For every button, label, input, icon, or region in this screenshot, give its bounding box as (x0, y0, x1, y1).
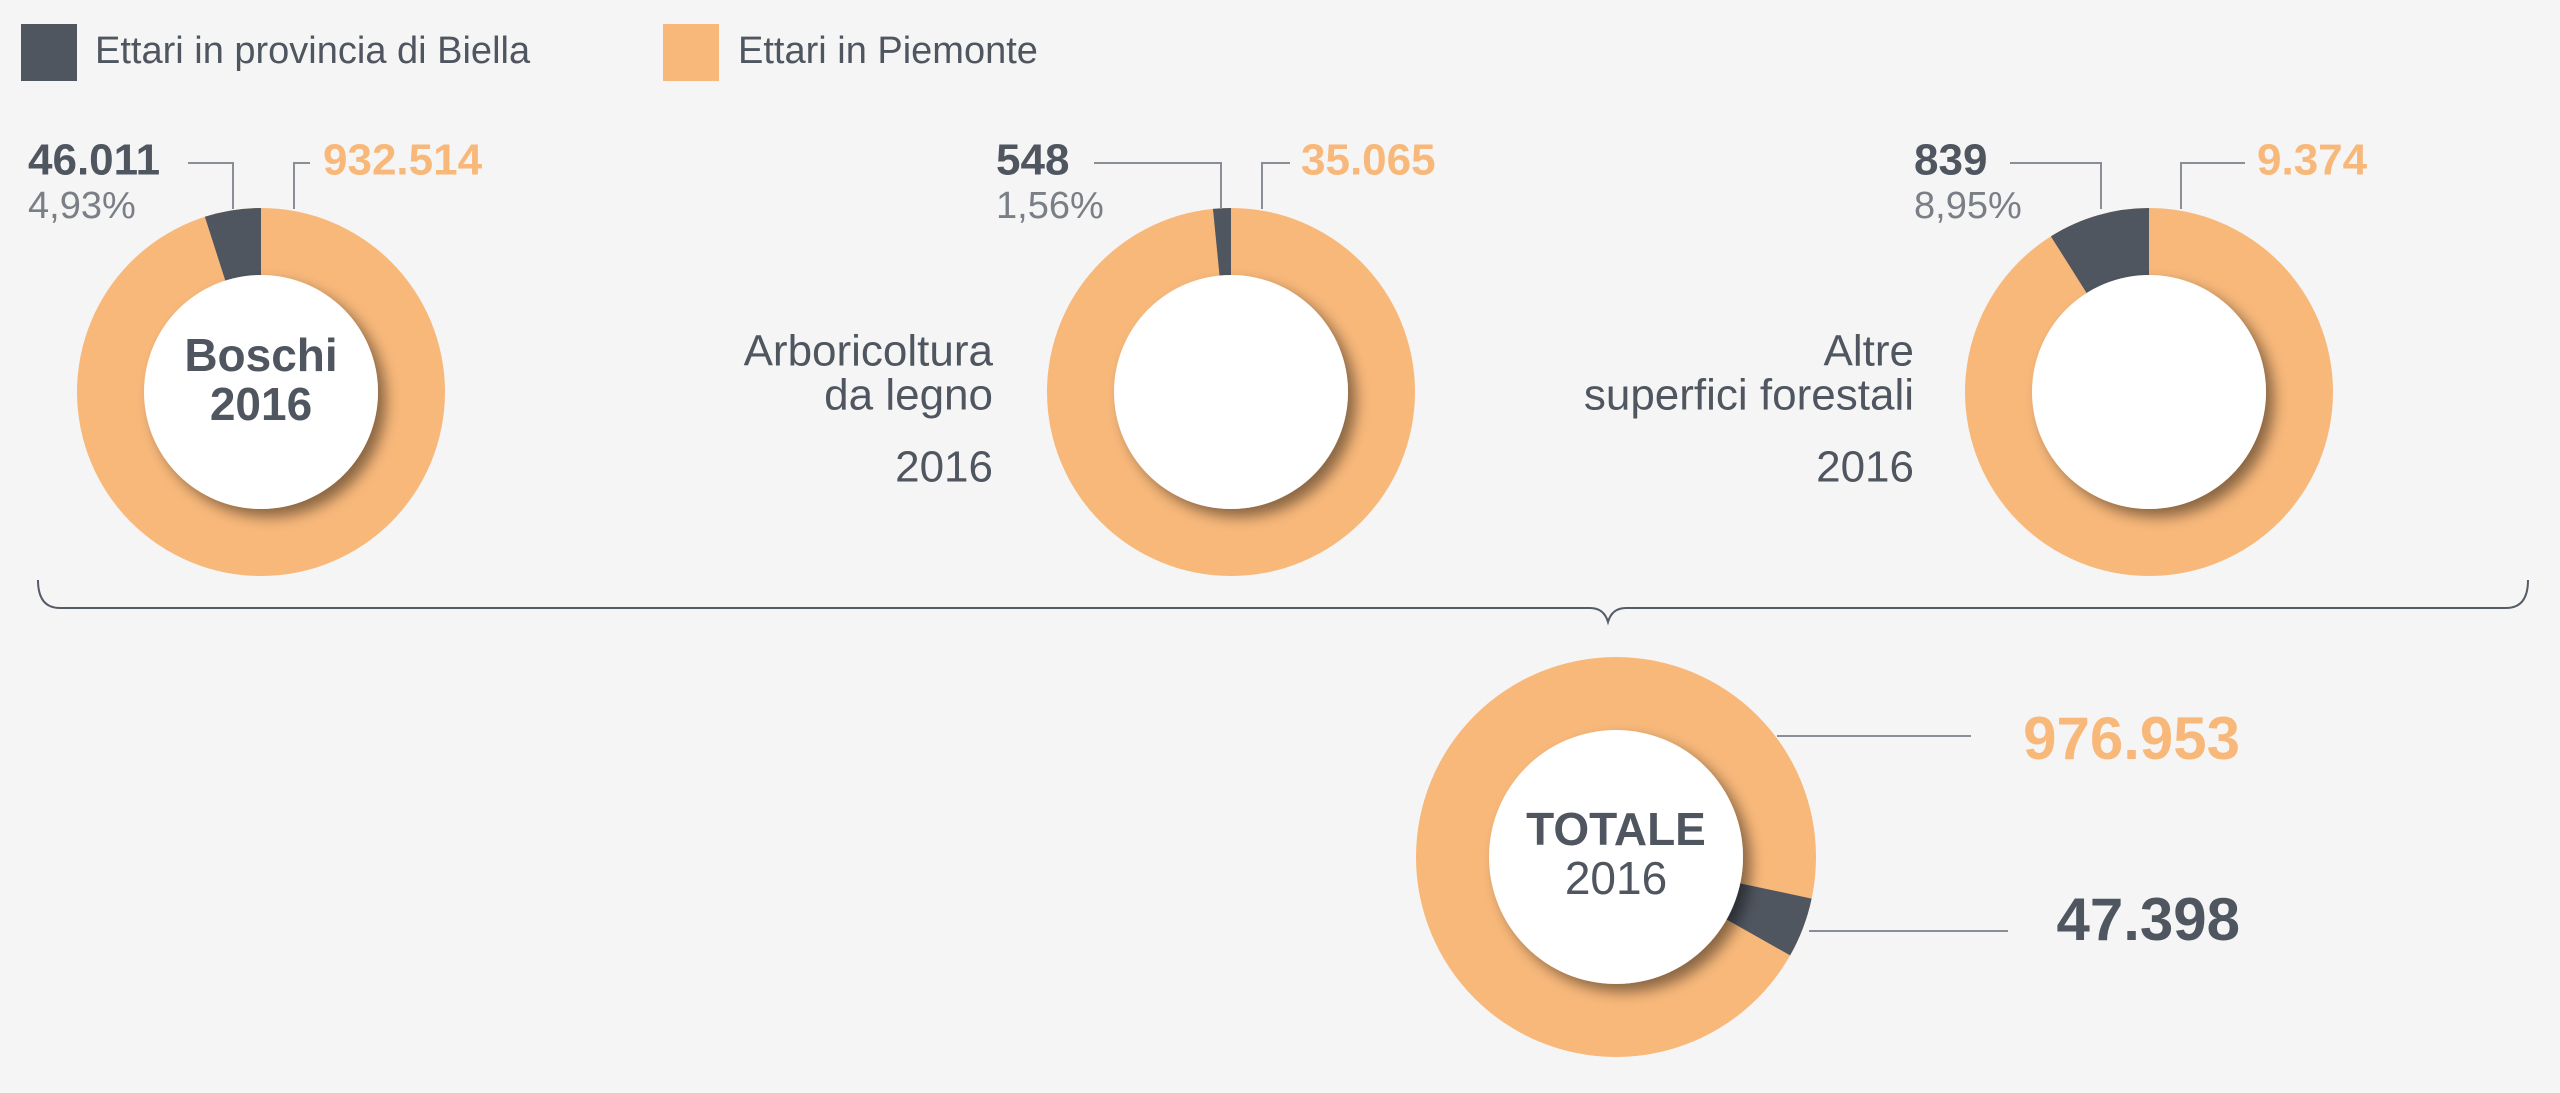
chart-year: 2016 (210, 378, 312, 430)
value-label: 9.374 (2257, 136, 2368, 185)
donut-hole (1489, 730, 1743, 984)
percent-label: 8,95% (1914, 185, 2022, 227)
value-label: 47.398 (2056, 886, 2240, 953)
leader-line (188, 162, 234, 209)
value-label: 932.514 (323, 136, 483, 185)
value-label: 46.011 (28, 136, 160, 185)
chart-year: 2016 (1816, 443, 1914, 492)
value-label: 548 (996, 136, 1069, 185)
chart-title: da legno (824, 371, 993, 420)
value-label: 839 (1914, 136, 1987, 185)
legend-label: Ettari in provincia di Biella (95, 30, 531, 72)
leader-line (1094, 162, 1222, 209)
leader-line (2180, 162, 2245, 209)
legend-label: Ettari in Piemonte (738, 30, 1038, 72)
percent-label: 4,93% (28, 185, 136, 227)
value-label: 976.953 (2023, 705, 2240, 772)
leader-line (2010, 162, 2102, 209)
leader-line (293, 162, 310, 209)
legend-swatch (663, 24, 719, 81)
legend-swatch (21, 24, 77, 81)
chart-title: Altre (1824, 327, 1914, 376)
chart-year: 2016 (895, 443, 993, 492)
chart-title: Arboricoltura (744, 327, 994, 376)
donut-hole (2032, 275, 2266, 509)
chart-title: TOTALE (1526, 803, 1706, 855)
value-label: 35.065 (1301, 136, 1436, 185)
donut-hole (144, 275, 378, 509)
leader-line (1261, 162, 1290, 209)
donut-hole (1114, 275, 1348, 509)
chart-year: 2016 (1565, 852, 1667, 904)
brace (37, 579, 2529, 626)
chart-title: superfici forestali (1584, 371, 1914, 420)
percent-label: 1,56% (996, 185, 1104, 227)
chart-title: Boschi (184, 329, 337, 381)
